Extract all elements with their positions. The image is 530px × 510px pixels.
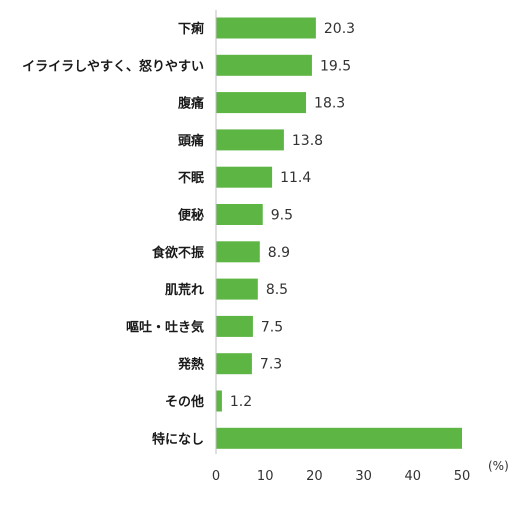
bar <box>216 315 253 337</box>
category-label: 不眠 <box>178 171 204 186</box>
bar <box>216 241 260 263</box>
bar <box>216 17 316 39</box>
category-label: 腹痛 <box>178 96 204 112</box>
category-label: 嘔吐・吐き気 <box>126 319 204 335</box>
bar <box>216 166 273 188</box>
x-tick-label: 20 <box>306 469 323 484</box>
bar <box>216 427 462 449</box>
bar <box>216 54 312 76</box>
category-label: イライラしやすく、怒りやすい <box>22 58 204 74</box>
x-unit-label: (%) <box>488 459 509 473</box>
category-label: 肌荒れ <box>165 282 204 298</box>
x-tick-label: 30 <box>355 469 372 484</box>
category-label: 下痢 <box>178 21 204 37</box>
value-labels: 20.3 19.5 18.3 13.8 11.4 9.5 8.9 8.5 7.5 7.3 1.2 <box>230 21 355 410</box>
bars-group <box>216 17 462 449</box>
x-tick-label: 50 <box>454 469 471 484</box>
category-label: 頭痛 <box>178 133 204 149</box>
bar <box>216 92 307 114</box>
value-label: 8.5 <box>266 282 288 298</box>
x-tick-label: 10 <box>257 469 274 484</box>
value-label: 7.3 <box>260 357 282 373</box>
value-label: 1.2 <box>230 394 252 410</box>
value-label: 19.5 <box>320 58 351 74</box>
value-label: 9.5 <box>271 208 293 224</box>
value-label: 18.3 <box>314 96 345 112</box>
category-label: 食欲不振 <box>152 245 204 261</box>
category-label: その他 <box>165 394 204 410</box>
value-label: 13.8 <box>292 133 323 149</box>
bar <box>216 353 252 375</box>
x-tick-label: 40 <box>405 469 422 484</box>
category-label: 便秘 <box>178 208 204 224</box>
x-tick-label: 0 <box>212 469 220 484</box>
category-label: 発熱 <box>177 357 204 373</box>
bar <box>216 129 284 151</box>
value-label: 8.9 <box>268 245 290 261</box>
category-labels: 下痢イライラしやすく、怒りやすい腹痛頭痛不眠便秘食欲不振肌荒れ嘔吐・吐き気発熱そ… <box>22 21 204 447</box>
bar <box>216 204 263 225</box>
value-label: 11.4 <box>280 170 311 186</box>
value-label: 7.5 <box>261 319 283 335</box>
x-tick-labels: 0 10 20 30 40 50 <box>212 469 470 484</box>
bar <box>216 390 222 412</box>
bar <box>216 278 258 300</box>
value-label: 20.3 <box>324 21 355 37</box>
category-label: 特になし <box>152 431 204 447</box>
